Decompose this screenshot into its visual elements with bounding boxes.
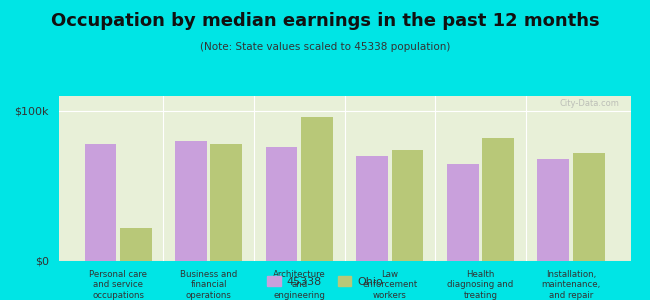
Bar [301, 117, 333, 261]
Text: City-Data.com: City-Data.com [559, 99, 619, 108]
Bar [482, 138, 514, 261]
Bar [84, 144, 116, 261]
Bar [266, 147, 298, 261]
Bar [120, 228, 151, 261]
Bar [447, 164, 478, 261]
Legend: 45338, Ohio: 45338, Ohio [263, 272, 387, 291]
Text: (Note: State values scaled to 45338 population): (Note: State values scaled to 45338 popu… [200, 42, 450, 52]
Bar [356, 156, 388, 261]
Text: Occupation by median earnings in the past 12 months: Occupation by median earnings in the pas… [51, 12, 599, 30]
Bar [538, 159, 569, 261]
Bar [573, 153, 604, 261]
Bar [211, 144, 242, 261]
Bar [391, 150, 423, 261]
Bar [175, 141, 207, 261]
